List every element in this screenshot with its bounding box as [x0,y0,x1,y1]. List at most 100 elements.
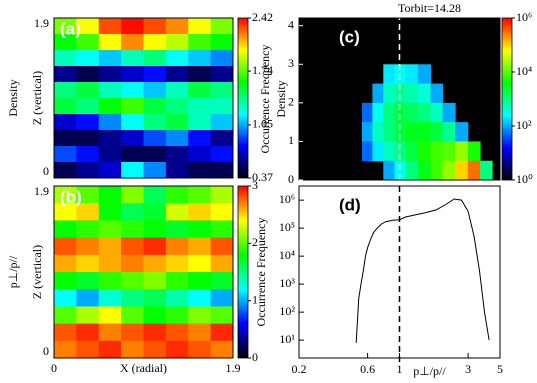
hist2d-cell [394,102,406,123]
heat-cell [143,66,167,83]
heat-cell [121,50,144,67]
y-tick-label: 1.9 [34,184,49,198]
heat-cell [98,186,122,204]
axis-label: p⊥/p// [6,255,20,288]
colorbar-tick-label: 10² [516,118,532,132]
heat-cell [76,237,100,256]
heat-cell [54,272,77,290]
heat-cell [121,18,144,35]
heat-cell [98,306,122,325]
heat-cell [188,98,212,115]
heat-cell [98,254,122,273]
heat-cell [210,254,234,273]
heat-cell [165,82,189,99]
heat-cell [98,340,122,359]
hist2d-cell [430,122,443,142]
heat-cell [165,130,189,147]
colorbar-tick-label: 1 [252,292,258,306]
heat-cell [165,98,189,115]
axis-label: Occurrence Frequency [254,218,268,327]
heat-cell [188,254,212,273]
heat-cell [98,114,122,131]
heat-cell [76,272,100,290]
heat-cell [76,130,100,147]
hist2d-cell [417,160,432,181]
heat-cell [121,186,144,204]
heat-cell [54,82,77,99]
colorbar-tick-label: 1.74 [252,63,273,77]
heat-cell [210,186,234,204]
heat-cell [98,50,122,67]
heat-cell [143,82,167,99]
y-tick-label: 3 [288,56,294,70]
colorbar-tick-label: 10⁰ [516,172,533,186]
heat-cell [165,18,189,35]
heat-cell [210,146,234,163]
hist2d-cell [405,122,419,142]
hist2d-cell [361,122,373,142]
heat-cell [98,272,122,290]
hist2d-cell [383,160,395,181]
heat-cell [54,254,77,273]
heat-cell [54,18,77,35]
hist2d-cell [372,141,384,162]
heat-cell [54,50,77,67]
heat-cell [76,306,100,325]
frame [53,17,234,179]
x-tick-label: 0.2 [292,362,307,376]
hist2d-cell [394,141,406,162]
x-tick-label: 0 [51,361,57,375]
heat-cell [98,220,122,239]
heat-cell [188,50,212,67]
heat-cell [143,186,167,204]
heat-cell [121,34,144,51]
heat-cell [54,146,77,163]
colorbar [237,17,249,179]
heat-cell [143,162,167,179]
hist2d-cell [442,102,456,123]
heat-cell [188,130,212,147]
heat-cell [188,220,212,239]
heat-cell [210,82,234,99]
heat-cell [210,272,234,290]
hist2d-cell [480,160,493,181]
heat-cell [54,323,77,342]
heat-cell [98,237,122,256]
heat-cell [143,146,167,163]
heat-cell [121,203,144,221]
heat-cell [210,18,234,35]
heat-cell [98,203,122,221]
heat-cell [121,114,144,131]
heat-cell [165,289,189,307]
colorbar-tick-label: 10⁶ [516,10,532,24]
heat-cell [143,237,167,256]
heat-cell [210,50,234,67]
heat-cell [76,66,100,83]
heat-cell [121,220,144,239]
heat-cell [98,66,122,83]
heat-cell [143,98,167,115]
heat-cell [210,306,234,325]
heat-cell [143,306,167,325]
heat-cell [188,114,212,131]
heat-cell [188,34,212,51]
heat-cell [210,66,234,83]
hist2d-cell [394,160,406,181]
frame [298,17,501,181]
x-axis-label: X (radial) [120,361,167,375]
hist2d-cell [430,141,443,162]
heat-cell [165,203,189,221]
heat-cell [54,340,77,359]
heat-cell [188,18,212,35]
heat-cell [210,114,234,131]
heat-cell [98,130,122,147]
heat-cell [143,114,167,131]
x-tick-label: 1.9 [226,361,241,375]
heat-cell [143,272,167,290]
heat-cell [165,237,189,256]
colorbar-tick-label: 0.37 [252,170,273,184]
x-axis-label: p⊥/p// [413,364,446,378]
heat-cell [98,323,122,342]
hist2d-cell [417,64,432,85]
